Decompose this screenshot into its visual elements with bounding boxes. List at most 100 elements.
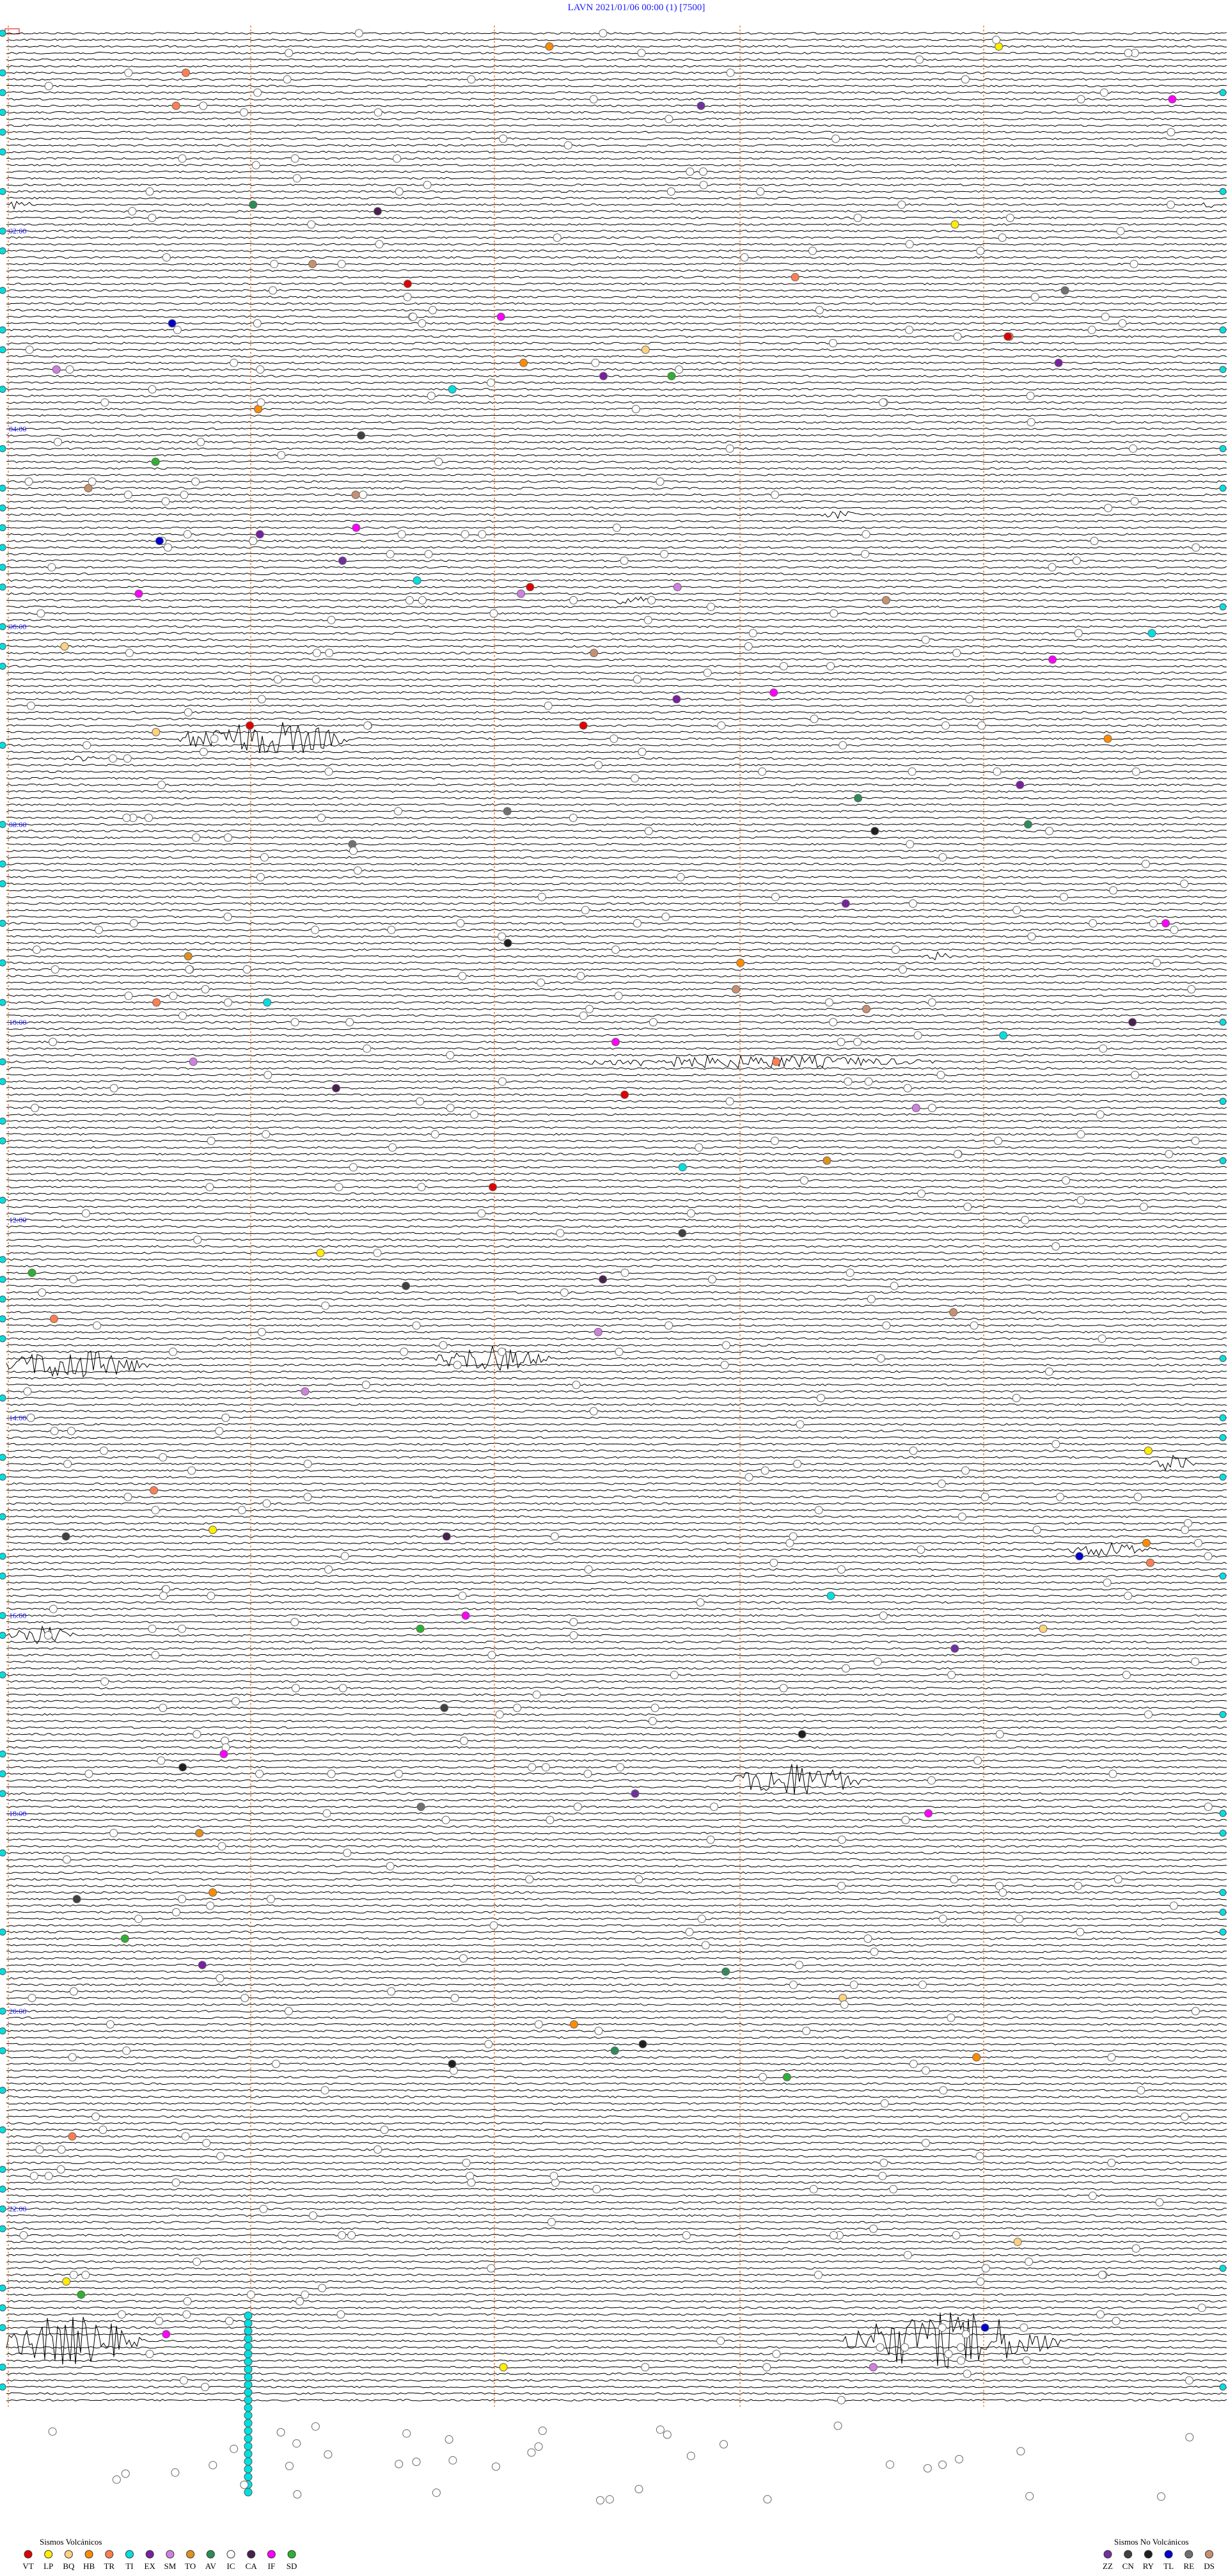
- trace: [6, 322, 1227, 325]
- event: [650, 1703, 659, 1712]
- event: [0, 1137, 6, 1145]
- event: [599, 1275, 608, 1284]
- trace: [6, 427, 1227, 431]
- event: [199, 747, 208, 756]
- trace: [6, 91, 1227, 94]
- event: [1128, 1018, 1137, 1027]
- event: [830, 2231, 838, 2240]
- event: [199, 101, 208, 110]
- event: [179, 2376, 188, 2385]
- event: [779, 661, 788, 670]
- trace: [6, 724, 1227, 727]
- event: [947, 2013, 956, 2022]
- event: [0, 1196, 6, 1204]
- trace: [6, 1014, 1227, 1017]
- event: [0, 109, 6, 116]
- event: [178, 1011, 187, 1020]
- trace: [6, 1238, 1227, 1242]
- event: [0, 247, 6, 255]
- trace: [6, 731, 1227, 734]
- trace: [6, 1845, 1227, 1848]
- event: [941, 721, 950, 730]
- trace: [6, 328, 1227, 331]
- event: [1219, 1355, 1227, 1363]
- trace: [6, 1489, 1227, 1492]
- event: [423, 180, 432, 189]
- title: LAVN 2021/01/06 00:00 (1) [7500]: [568, 3, 705, 13]
- event: [320, 2086, 329, 2095]
- event: [614, 992, 623, 1000]
- event: [402, 2429, 411, 2438]
- event: [1153, 958, 1161, 967]
- event: [0, 1770, 6, 1778]
- event: [217, 1842, 226, 1851]
- event: [134, 589, 143, 598]
- event: [673, 583, 682, 592]
- event: [290, 1618, 299, 1627]
- event: [255, 530, 264, 539]
- event: [708, 1275, 716, 1284]
- event: [1129, 444, 1138, 453]
- event: [353, 866, 362, 875]
- trace: [6, 256, 1227, 259]
- hour-label: 18:00: [9, 1809, 26, 1818]
- trace: [6, 1047, 1227, 1050]
- event: [155, 537, 164, 546]
- event: [810, 715, 819, 723]
- event: [672, 695, 681, 704]
- event: [27, 701, 35, 710]
- trace: [6, 1277, 1227, 1281]
- event: [826, 661, 835, 670]
- event: [0, 2126, 6, 2134]
- event: [936, 1071, 945, 1079]
- legend-code: TR: [104, 2561, 114, 2571]
- trace: [6, 849, 1227, 852]
- event: [1157, 2492, 1165, 2501]
- event: [631, 1789, 640, 1798]
- event: [303, 1460, 312, 1468]
- trace: [6, 750, 1227, 754]
- event: [793, 1460, 802, 1468]
- event: [125, 649, 134, 658]
- event: [1130, 260, 1138, 269]
- event: [660, 549, 668, 558]
- event: [1191, 2007, 1200, 2016]
- trace: [6, 1792, 1227, 1795]
- event: [633, 919, 642, 928]
- event: [581, 906, 590, 915]
- event: [678, 1229, 687, 1238]
- trace: [6, 137, 1227, 140]
- event: [95, 926, 103, 935]
- trace: [6, 1100, 1227, 1103]
- event: [155, 2316, 164, 2325]
- trace: [6, 1496, 1227, 1499]
- event: [965, 695, 974, 704]
- trace: [6, 1185, 1227, 1189]
- event: [276, 2428, 285, 2437]
- trace: [6, 605, 1227, 608]
- trace: [6, 2220, 1227, 2224]
- event: [145, 187, 154, 196]
- event: [1101, 312, 1110, 321]
- trace: [6, 796, 1227, 800]
- event: [221, 1413, 230, 1422]
- trace: [6, 2029, 1227, 2032]
- event: [744, 1473, 753, 1482]
- trace: [6, 988, 1227, 991]
- trace: [6, 1219, 1227, 1222]
- event: [596, 2496, 604, 2505]
- event: [215, 1426, 224, 1435]
- event: [269, 286, 278, 295]
- trace: [6, 2003, 1227, 2006]
- event: [869, 2224, 878, 2233]
- event: [242, 965, 251, 974]
- event: [427, 391, 436, 400]
- trace: [6, 638, 1227, 642]
- event: [631, 405, 640, 413]
- trace: [6, 678, 1227, 681]
- event: [496, 312, 505, 321]
- event: [666, 187, 675, 196]
- event: [240, 2480, 249, 2489]
- event: [301, 1387, 310, 1396]
- event: [0, 287, 6, 294]
